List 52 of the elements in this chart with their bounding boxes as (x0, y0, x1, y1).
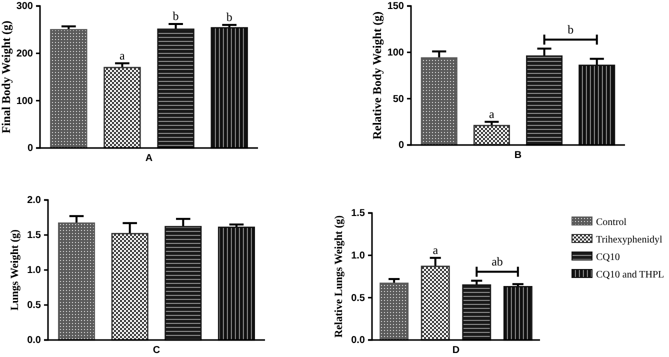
annotation: b (172, 8, 179, 23)
y-tick-label: 100 (16, 96, 34, 107)
bar (503, 286, 532, 341)
y-tick-label: 1.5 (27, 230, 42, 242)
y-tick-label: 0.5 (351, 292, 366, 304)
bar (218, 226, 255, 341)
bar (380, 282, 409, 341)
bar (420, 266, 450, 341)
y-tick-label: 0 (27, 143, 34, 154)
bar (462, 284, 492, 341)
bar (50, 29, 88, 149)
x-axis-title: D (452, 345, 460, 356)
y-axis-title: Lungs Weight (g) (9, 229, 21, 311)
x-axis-title: B (514, 150, 522, 161)
y-tick-label: 0.0 (351, 335, 366, 346)
bar (58, 222, 96, 341)
y-tick-label: 1.0 (351, 250, 366, 262)
bar (111, 232, 148, 341)
annotation: a (120, 48, 126, 62)
y-tick-label: 2.0 (27, 195, 42, 206)
bar (210, 27, 248, 149)
x-axis-title: C (152, 345, 160, 356)
annotation: ab (492, 254, 503, 269)
bar (578, 64, 616, 146)
y-tick-label: 100 (387, 48, 404, 59)
y-tick-label: 0.0 (27, 335, 42, 346)
y-tick-label: 50 (392, 94, 404, 105)
bar (157, 28, 194, 149)
legend-label: CQ10 (596, 252, 620, 263)
bar (420, 57, 458, 146)
y-axis-title: Final Body Weight (g) (0, 20, 13, 134)
legend-label: Trihexyphenidyl (596, 234, 663, 246)
y-tick-label: 200 (16, 48, 34, 60)
y-axis-title: Relative Body Weight (g) (370, 11, 384, 140)
annotation: a (489, 106, 496, 121)
annotation: b (568, 22, 574, 37)
bar (104, 66, 141, 149)
annotation: a (432, 242, 439, 257)
bar (473, 124, 510, 146)
y-tick-label: 1.0 (27, 265, 42, 276)
annotation: b (226, 10, 232, 24)
y-tick-label: 300 (16, 1, 34, 12)
x-axis-title: A (145, 153, 153, 164)
y-tick-label: 0 (398, 140, 404, 152)
y-tick-label: 1.5 (351, 208, 366, 220)
legend-label: CQ10 and THPL (596, 270, 664, 280)
y-tick-label: 150 (387, 1, 404, 12)
legend-label: Control (596, 217, 627, 228)
y-tick-label: 0.5 (27, 300, 42, 312)
bar (526, 55, 563, 146)
bar (164, 226, 202, 341)
y-axis-title: Relative Lungs Weight (g) (333, 215, 345, 338)
